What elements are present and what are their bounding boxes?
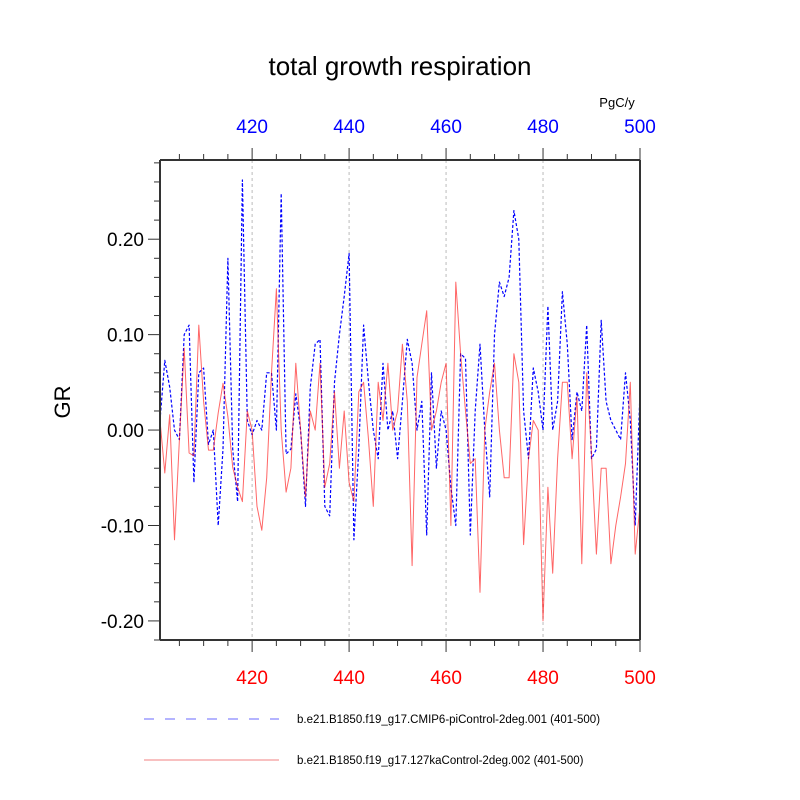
x-top-tick-label: 460: [430, 117, 462, 138]
x-top-tick-label: 500: [624, 117, 656, 138]
legend-label-127ka: b.e21.B1850.f19_g17.127kaControl-2deg.00…: [297, 755, 584, 767]
y-tick-label: 0.00: [107, 421, 144, 442]
y-tick-label: -0.20: [101, 612, 144, 633]
legend-label-cmip6: b.e21.B1850.f19_g17.CMIP6-piControl-2deg…: [297, 714, 600, 726]
series-line-127ka-control: [159, 281, 641, 622]
x-top-tick-label: 480: [527, 117, 559, 138]
y-tick-label: 0.10: [107, 326, 144, 347]
gridlines: [251, 160, 544, 640]
chart-title: total growth respiration: [268, 51, 531, 81]
series-group: [159, 179, 641, 622]
series-line-cmip6-picontrol: [159, 179, 641, 541]
x-bottom-tick-label: 420: [236, 668, 268, 689]
y-tick-label: -0.10: [101, 516, 144, 537]
x-bottom-tick-label: 440: [333, 668, 365, 689]
x-top-tick-label: 440: [333, 117, 365, 138]
legend: b.e21.B1850.f19_g17.CMIP6-piControl-2deg…: [144, 714, 600, 767]
x-bottom-tick-label: 460: [430, 668, 462, 689]
x-bottom-tick-label: 500: [624, 668, 656, 689]
x-bottom-tick-label: 480: [527, 668, 559, 689]
y-axis-label: GR: [50, 386, 75, 419]
y-tick-label: 0.20: [107, 230, 144, 251]
axes: 0.20 0.10 0.00 -0.10 -0.20 420 420 440 440 460 460…: [101, 117, 656, 689]
x-top-tick-label: 420: [236, 117, 268, 138]
top-axis-units: PgC/y: [599, 95, 635, 110]
